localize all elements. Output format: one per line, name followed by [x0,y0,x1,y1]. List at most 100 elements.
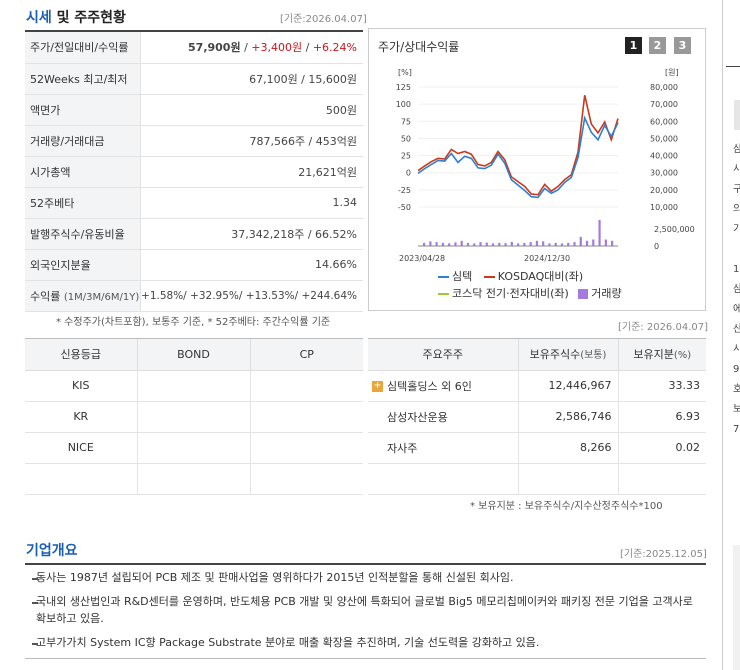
quote-row-foreign: 외국인지분율 14.66% [25,249,363,281]
volume-bar [560,243,564,246]
credit-top-rule [25,338,363,339]
holder-name: 자사주 [368,432,519,464]
side-panel-box [734,100,740,130]
quote-label: 52주베타 [25,187,142,219]
chart-ref-date: [기준: 2026.04.07] [618,322,709,333]
holder-pct: 6.93 [618,401,706,433]
holder-row: 삼성자산운용 2,586,746 6.93 [368,401,706,433]
quote-row-shares: 발행주식수/유동비율 37,342,218주 / 66.52% [25,218,363,250]
legend-swatch-volume [578,289,589,299]
holders-header-pct: 보유지분(%) [618,339,706,371]
holders-top-rule [368,338,706,339]
volume-bar [611,240,614,246]
chart-page-3-button[interactable]: 3 [674,37,691,54]
credit-row: KR [25,401,363,433]
holder-name[interactable]: 심텍홀딩스 외 6인 [387,379,472,393]
right-tick-label: 40,000 [650,152,678,161]
credit-cp [250,463,363,495]
chart-page-1-button[interactable]: 1 [625,37,642,54]
quote-top-rule [25,30,363,32]
holder-row [368,463,706,495]
legend-label-sector: 코스닥 전기·전자대비(좌) [452,287,569,300]
left-tick-label: -50 [398,203,411,212]
x-axis-label-end: 2024/12/30 [524,254,570,263]
legend-label-stock: 심텍 [452,270,473,283]
right-tick-label: 80,000 [650,83,678,92]
legend-item-stock[interactable]: 심텍 [438,270,472,283]
price-change: +3,400원 [251,41,303,55]
quote-row-price: 주가/전일대비/수익률 57,900원 / +3,400원 / +6.24% [25,32,363,64]
credit-cp [250,432,363,464]
left-tick-label: 25 [401,152,411,161]
chart-legend-row-1: 심텍 KOSDAQ대비(좌) [438,268,583,284]
volume-bar [554,242,557,246]
holder-name-cell: + 심텍홀딩스 외 6인 [368,370,519,402]
volume-bar [479,242,482,246]
quote-value: 787,566주 / 453억원 [140,125,363,157]
overview-bottom-rule [25,658,706,659]
credit-row [25,463,363,495]
quote-value: 67,100원 / 15,600원 [140,63,363,95]
side-fragment: 기 [733,224,740,235]
holder-shares [518,463,619,495]
side-panel-rule [726,66,740,67]
right-tick-label: 50,000 [650,134,678,143]
expand-plus-icon[interactable]: + [372,381,383,392]
quote-value: 21,621억원 [140,156,363,188]
chart-page-2-button[interactable]: 2 [649,37,666,54]
overview-bullet [32,643,38,645]
holders-header-shares-sub: (보통) [580,350,607,362]
quote-row-par: 액면가 500원 [25,94,363,126]
series-line-stock [417,115,619,199]
legend-item-volume[interactable]: 거래량 [578,287,622,300]
holder-shares: 12,446,967 [518,370,619,402]
major-holders-table: 주요주주 보유주식수(보통) 보유지분(%) + 심텍홀딩스 외 6인 12,44… [368,339,706,495]
left-tick-label: 125 [396,83,411,92]
legend-item-kosdaq[interactable]: KOSDAQ대비(좌) [483,270,584,283]
overview-item: 동사는 1987년 설립되어 PCB 제조 및 판매사업을 영위하다가 2015… [36,571,514,584]
credit-row: KIS [25,370,363,402]
credit-agency: KR [25,401,138,433]
holder-row: 자사주 8,266 0.02 [368,432,706,464]
side-fragment: 산 [733,324,740,335]
quote-row-volume: 거래량/거래대금 787,566주 / 453억원 [25,125,363,157]
price-change-pct: +6.24% [312,41,357,55]
credit-header-rating: 신용등급 [25,339,138,371]
quote-table: 주가/전일대비/수익률 57,900원 / +3,400원 / +6.24% 5… [25,32,363,312]
holders-footnote: * 보유지분 : 보유주식수/지수산정주식수*100 [470,501,663,512]
side-fragment: 시 [733,164,740,175]
legend-swatch-stock [438,276,449,278]
holder-pct: 0.02 [618,432,706,464]
side-fragment: 1 [733,264,740,275]
price-chart: [%] [원] 125 100 75 50 25 0 -25 -50 80,000 70,000… [396,68,695,263]
left-unit-label: [%] [398,68,412,77]
side-panel-image [733,545,740,670]
holder-name [368,463,519,495]
credit-agency: KIS [25,370,138,402]
side-fragment: 보 [733,404,740,415]
left-tick-label: 100 [396,100,411,109]
credit-header-bond: BOND [137,339,251,371]
holder-shares: 2,586,746 [518,401,619,433]
volume-bar [435,242,438,246]
holders-header-pct-sub: (%) [673,350,692,362]
quote-row-52w: 52Weeks 최고/최저 67,100원 / 15,600원 [25,63,363,95]
holder-pct [618,463,706,495]
left-tick-label: 0 [406,169,411,178]
legend-item-sector[interactable]: 코스닥 전기·전자대비(좌) [438,287,569,300]
volume-bar [592,239,595,246]
left-tick-label: 50 [401,134,411,143]
side-fragment: 9 [733,364,740,375]
current-price: 57,900원 [188,41,241,55]
quote-label: 52Weeks 최고/최저 [25,63,142,95]
volume-bar [491,243,495,246]
legend-swatch-kosdaq [483,276,495,278]
overview-item: 국내외 생산법인과 R&D센터를 운영하며, 반도체용 PCB 개발 및 양산에… [36,595,693,625]
holder-shares: 8,266 [518,432,619,464]
quote-value-price: 57,900원 / +3,400원 / +6.24% [140,32,363,64]
credit-row: NICE [25,432,363,464]
side-fragment: 삼 [733,144,740,155]
volume-bars [418,220,618,247]
legend-label-kosdaq: KOSDAQ대비(좌) [497,270,584,283]
volume-bar [573,242,576,246]
